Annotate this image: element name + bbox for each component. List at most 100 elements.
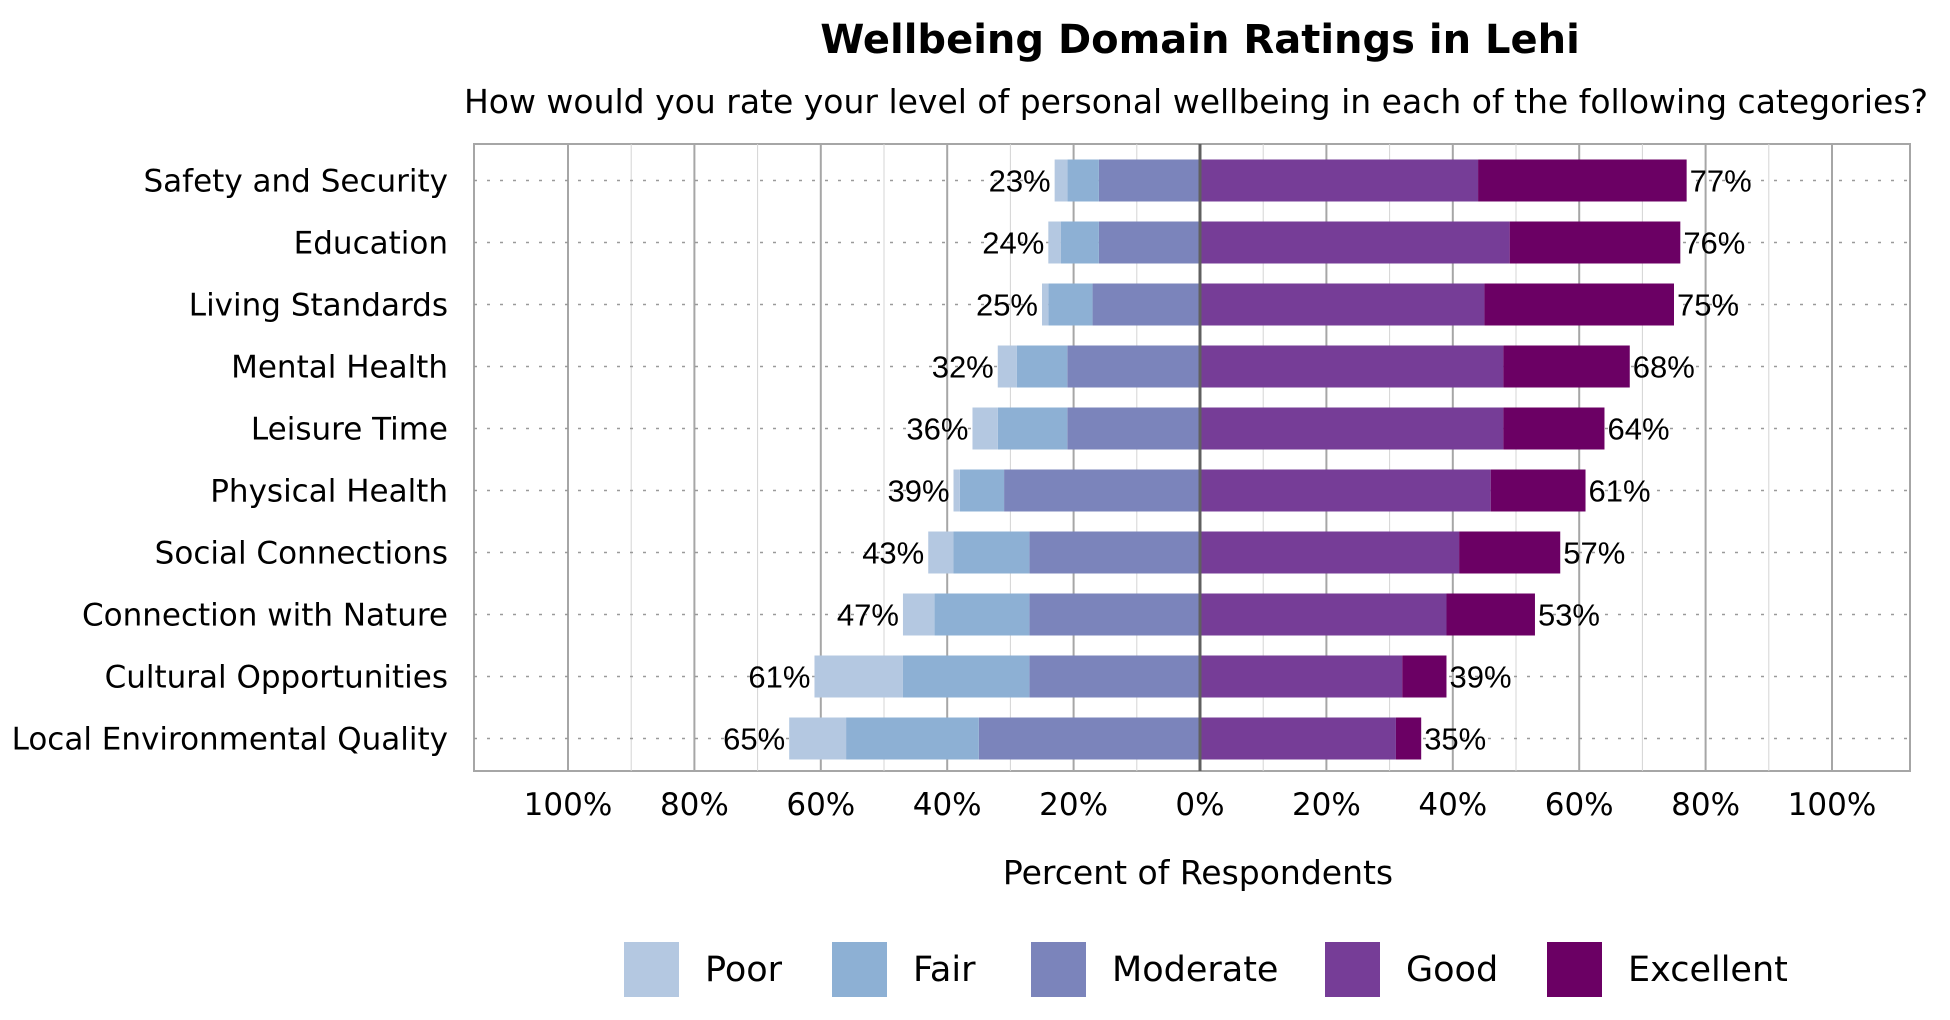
bar-fair-physical-health: [959, 469, 1005, 512]
category-label: Education: [294, 226, 448, 262]
negative-total-label: 47%: [837, 598, 899, 633]
x-tick-label: 40%: [1418, 787, 1487, 823]
bar-good-safety-and-security: [1200, 159, 1479, 202]
bar-moderate-education: [1098, 221, 1200, 264]
bar-moderate-social-connections: [1029, 531, 1200, 574]
bar-good-connection-with-nature: [1200, 593, 1447, 636]
bar-excellent-safety-and-security: [1478, 159, 1687, 202]
bar-good-leisure-time: [1200, 407, 1504, 450]
bar-poor-social-connections: [928, 531, 954, 574]
positive-total-label: 75%: [1677, 288, 1739, 323]
category-label: Physical Health: [210, 474, 448, 510]
x-tick-label: 40%: [913, 787, 982, 823]
data-labels: 23% 77% 24% 76% 25% 75% 32% 68% 36% 64% 39% 61% 43% 5…: [723, 164, 1752, 757]
negative-total-label: 43%: [862, 536, 924, 571]
legend-label-moderate: Moderate: [1112, 950, 1278, 990]
x-tick-label: 60%: [786, 787, 855, 823]
negative-total-label: 24%: [982, 226, 1044, 261]
bar-poor-safety-and-security: [1054, 159, 1068, 202]
legend-swatch-moderate: [1031, 942, 1086, 997]
bar-excellent-leisure-time: [1503, 407, 1605, 450]
bar-fair-education: [1060, 221, 1099, 264]
category-label: Mental Health: [231, 350, 448, 386]
legend: Poor Fair Moderate Good Excellent: [624, 942, 1788, 997]
category-label: Living Standards: [189, 288, 448, 324]
bar-good-social-connections: [1200, 531, 1460, 574]
bar-moderate-connection-with-nature: [1029, 593, 1200, 636]
bar-good-mental-health: [1200, 345, 1504, 388]
bars: [789, 159, 1687, 760]
bar-good-living-standards: [1200, 283, 1485, 326]
bar-fair-safety-and-security: [1067, 159, 1099, 202]
chart-title: Wellbeing Domain Ratings in Lehi: [820, 17, 1580, 63]
category-label: Safety and Security: [144, 164, 449, 200]
legend-label-excellent: Excellent: [1628, 950, 1788, 990]
category-label: Connection with Nature: [82, 598, 448, 634]
bar-good-education: [1200, 221, 1510, 264]
bar-moderate-safety-and-security: [1098, 159, 1200, 202]
negative-total-label: 25%: [976, 288, 1038, 323]
bar-good-physical-health: [1200, 469, 1491, 512]
bar-excellent-local-environmental-quality: [1395, 717, 1422, 760]
bar-good-local-environmental-quality: [1200, 717, 1396, 760]
x-tick-label: 100%: [1788, 787, 1877, 823]
bar-fair-local-environmental-quality: [846, 717, 979, 760]
bar-poor-mental-health: [997, 345, 1017, 388]
bar-moderate-local-environmental-quality: [978, 717, 1200, 760]
x-tick-label: 60%: [1545, 787, 1614, 823]
bar-excellent-physical-health: [1490, 469, 1586, 512]
negative-total-label: 23%: [989, 164, 1051, 199]
x-tick-labels: 100% 80% 60% 40% 20% 0% 20% 40% 60% 80% 100%: [524, 787, 1877, 823]
positive-total-label: 57%: [1563, 536, 1625, 571]
bar-excellent-education: [1509, 221, 1681, 264]
bar-excellent-cultural-opportunities: [1402, 655, 1447, 698]
bar-moderate-cultural-opportunities: [1029, 655, 1200, 698]
legend-label-fair: Fair: [913, 950, 976, 990]
negative-total-label: 39%: [887, 474, 949, 509]
x-axis-title: Percent of Respondents: [1003, 853, 1393, 892]
positive-total-label: 61%: [1589, 474, 1651, 509]
x-tick-label: 0%: [1175, 787, 1224, 823]
negative-total-label: 65%: [723, 722, 785, 757]
bar-poor-leisure-time: [972, 407, 998, 450]
bar-excellent-mental-health: [1503, 345, 1630, 388]
x-tick-label: 20%: [1039, 787, 1108, 823]
category-label: Cultural Opportunities: [105, 660, 448, 696]
bar-fair-cultural-opportunities: [902, 655, 1030, 698]
bar-excellent-connection-with-nature: [1446, 593, 1535, 636]
bar-poor-physical-health: [953, 469, 960, 512]
negative-total-label: 36%: [906, 412, 968, 447]
bar-fair-mental-health: [1016, 345, 1068, 388]
x-tick-label: 20%: [1292, 787, 1361, 823]
legend-label-good: Good: [1406, 950, 1498, 990]
legend-swatch-excellent: [1547, 942, 1602, 997]
legend-swatch-poor: [624, 942, 679, 997]
chart-subtitle: How would you rate your level of persona…: [464, 82, 1928, 121]
category-labels: Safety and Security Education Living Stand…: [12, 164, 448, 758]
legend-swatch-fair: [832, 942, 887, 997]
bar-poor-cultural-opportunities: [814, 655, 903, 698]
bar-good-cultural-opportunities: [1200, 655, 1403, 698]
bar-fair-leisure-time: [997, 407, 1068, 450]
bar-poor-local-environmental-quality: [789, 717, 847, 760]
x-tick-label: 100%: [524, 787, 613, 823]
legend-label-poor: Poor: [705, 950, 783, 990]
negative-total-label: 32%: [932, 350, 994, 385]
positive-total-label: 77%: [1690, 164, 1752, 199]
bar-moderate-physical-health: [1004, 469, 1200, 512]
x-tick-label: 80%: [1671, 787, 1740, 823]
bar-moderate-leisure-time: [1067, 407, 1200, 450]
positive-total-label: 76%: [1683, 226, 1745, 261]
negative-total-label: 61%: [748, 660, 810, 695]
bar-fair-social-connections: [953, 531, 1030, 574]
positive-total-label: 68%: [1633, 350, 1695, 385]
bar-moderate-mental-health: [1067, 345, 1200, 388]
bar-moderate-living-standards: [1092, 283, 1200, 326]
bar-excellent-living-standards: [1484, 283, 1674, 326]
bar-excellent-social-connections: [1459, 531, 1561, 574]
positive-total-label: 64%: [1607, 412, 1669, 447]
legend-swatch-good: [1325, 942, 1380, 997]
bar-fair-living-standards: [1048, 283, 1093, 326]
positive-total-label: 53%: [1538, 598, 1600, 633]
bar-poor-living-standards: [1042, 283, 1049, 326]
